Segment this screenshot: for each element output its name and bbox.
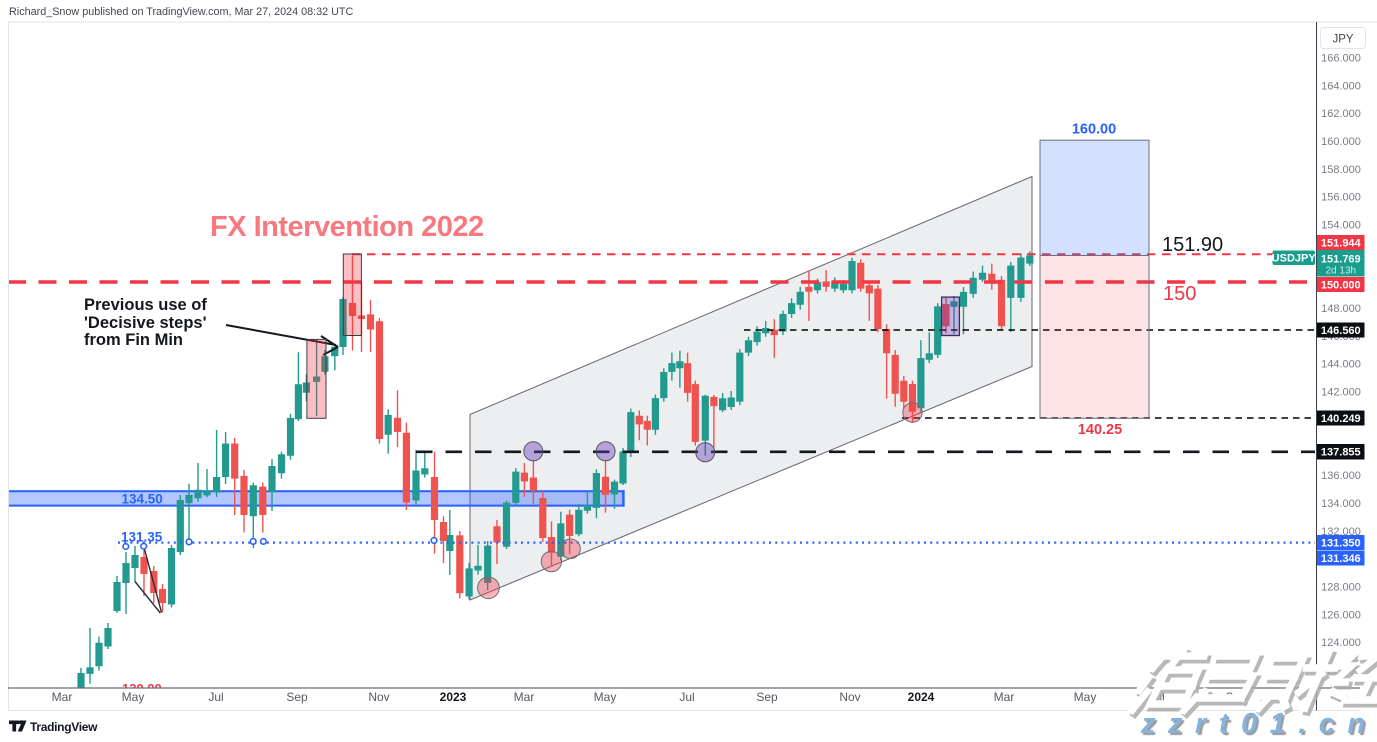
svg-text:May: May: [1074, 690, 1097, 704]
svg-text:131.346: 131.346: [1321, 553, 1361, 565]
svg-text:Jul: Jul: [208, 690, 223, 704]
svg-text:140.249: 140.249: [1321, 413, 1361, 425]
svg-text:May: May: [122, 690, 145, 704]
svg-text:134.000: 134.000: [1321, 498, 1361, 510]
svg-text:2d 13h: 2d 13h: [1326, 266, 1357, 277]
svg-text:2024: 2024: [908, 690, 935, 704]
svg-text:162.000: 162.000: [1321, 108, 1361, 120]
svg-text:Mar: Mar: [994, 690, 1015, 704]
svg-text:142.000: 142.000: [1321, 387, 1361, 399]
svg-text:134.50: 134.50: [122, 492, 163, 507]
svg-text:Mar: Mar: [52, 690, 73, 704]
svg-text:128.000: 128.000: [1321, 582, 1361, 594]
svg-text:154.000: 154.000: [1321, 220, 1361, 232]
svg-text:JPY: JPY: [1332, 34, 1353, 46]
svg-text:158.000: 158.000: [1321, 164, 1361, 176]
svg-text:151.769: 151.769: [1321, 253, 1361, 265]
svg-text:144.000: 144.000: [1321, 359, 1361, 371]
svg-text:160.000: 160.000: [1321, 136, 1361, 148]
svg-text:May: May: [594, 690, 617, 704]
svg-text:150.000: 150.000: [1321, 279, 1361, 291]
svg-text:Jul: Jul: [679, 690, 694, 704]
svg-text:USDJPY: USDJPY: [1272, 252, 1317, 264]
svg-text:124.000: 124.000: [1321, 637, 1361, 649]
svg-text:164.000: 164.000: [1321, 80, 1361, 92]
svg-text:2023: 2023: [440, 690, 467, 704]
svg-text:131.350: 131.350: [1321, 537, 1361, 549]
svg-text:Nov: Nov: [368, 690, 389, 704]
svg-text:Mar: Mar: [514, 690, 535, 704]
svg-text:146.560: 146.560: [1321, 325, 1361, 337]
svg-text:151.944: 151.944: [1321, 237, 1362, 249]
svg-text:160.00: 160.00: [1072, 122, 1116, 138]
svg-text:126.000: 126.000: [1321, 609, 1361, 621]
svg-text:Sep: Sep: [756, 690, 778, 704]
svg-text:132.000: 132.000: [1321, 526, 1361, 538]
svg-text:130.00: 130.00: [122, 681, 162, 696]
svg-text:137.855: 137.855: [1321, 447, 1361, 459]
svg-text:150: 150: [1163, 283, 1196, 305]
svg-text:Nov: Nov: [839, 690, 860, 704]
svg-text:136.000: 136.000: [1321, 470, 1361, 482]
svg-text:Sep: Sep: [286, 690, 308, 704]
svg-text:TradingView: TradingView: [30, 720, 98, 734]
svg-text:166.000: 166.000: [1321, 53, 1361, 65]
svg-text:148.000: 148.000: [1321, 303, 1361, 315]
svg-text:140.25: 140.25: [1078, 422, 1122, 438]
svg-text:156.000: 156.000: [1321, 192, 1361, 204]
svg-text:151.90: 151.90: [1162, 234, 1223, 256]
svg-text:131.35: 131.35: [121, 530, 163, 545]
